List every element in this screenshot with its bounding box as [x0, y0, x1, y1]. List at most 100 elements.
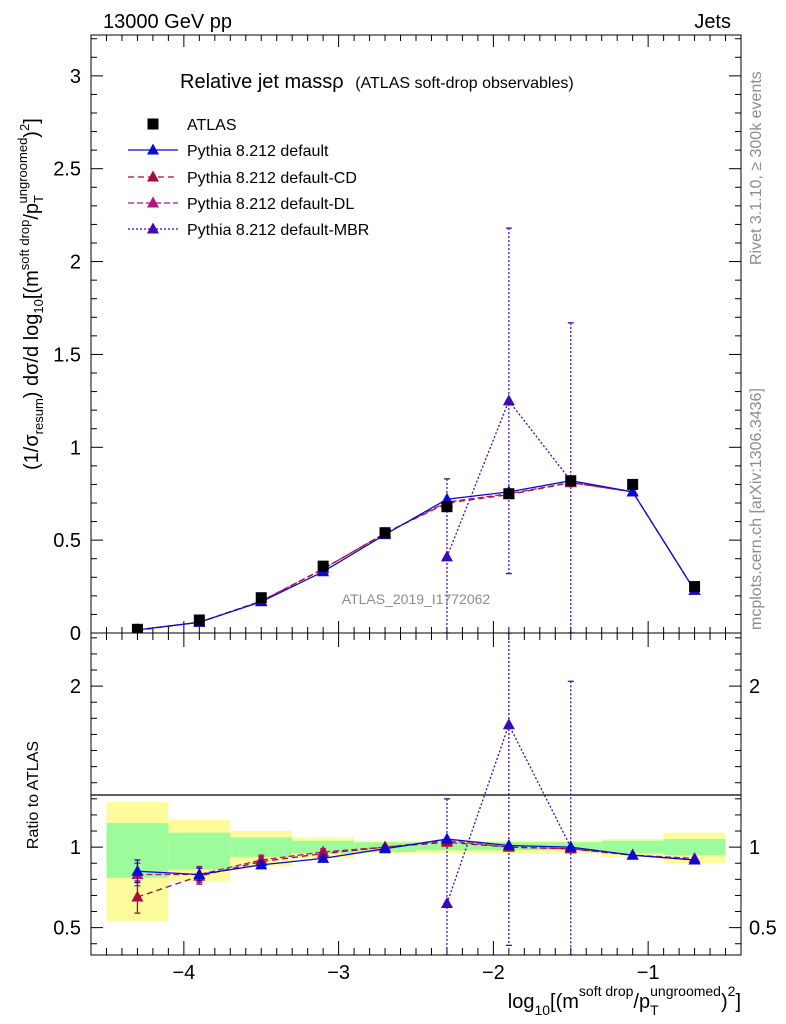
ratio-data [131, 633, 701, 955]
ratio-point-default [440, 832, 453, 844]
x-tick-label: −2 [482, 962, 505, 984]
legend-marker-mbr [147, 222, 159, 234]
x-title-sub-T: T [650, 1002, 659, 1018]
ratio-y-axis-title: Ratio to ATLAS [25, 741, 42, 849]
y-title-sub-T: T [31, 195, 46, 203]
main-data [131, 227, 701, 633]
ratio-line-default [137, 838, 695, 876]
plot-title: Relative jet massρ (ATLAS soft-drop obse… [180, 71, 574, 93]
legend-marker-cd [147, 170, 159, 182]
y-title-paren: ) [21, 131, 43, 138]
legend-label-default: Pythia 8.212 default [187, 143, 329, 160]
main-line-cd [137, 481, 696, 632]
ratio-line-cd [137, 841, 695, 898]
main-point-mbr [440, 550, 453, 562]
plot-title-sub: (ATLAS soft-drop observables) [355, 75, 573, 92]
main-y-tick-label: 1.5 [53, 344, 81, 366]
x-tick-label: −4 [172, 962, 195, 984]
main-point-atlas [193, 614, 205, 626]
main-line-default [137, 480, 696, 631]
header-right: Jets [694, 11, 731, 33]
y-title-prefix: (1/σ [21, 434, 43, 470]
x-title-sup-softdrop: soft drop [579, 983, 634, 999]
x-title-p: /p [633, 991, 650, 1013]
ratio-point-cd [131, 890, 144, 902]
main-point-atlas [131, 623, 143, 633]
main-y-tick-label: 0.5 [53, 530, 81, 552]
y-title-p: /p [21, 203, 43, 220]
ratio-band-inner [601, 840, 664, 854]
ratio-y-tick-label: 0.5 [53, 918, 81, 940]
ratio-point-default [131, 864, 144, 876]
x-tick-label: −1 [637, 962, 660, 984]
ratio-y-tick-label: 2 [70, 676, 81, 698]
x-title-open: [(m [550, 991, 579, 1013]
ratio-point-default [688, 853, 701, 865]
x-title-log: log [508, 991, 535, 1013]
y-title-sup-2: 2 [17, 124, 32, 131]
main-point-atlas [689, 581, 701, 593]
ratio-frame [90, 632, 742, 956]
legend-label-cd: Pythia 8.212 default-CD [187, 170, 357, 187]
main-point-atlas [379, 527, 391, 539]
y-title-sub-resum: resum [31, 398, 46, 434]
ratio-bands [106, 802, 726, 922]
y-axis-title: (1/σresum) dσ/d log10[(msoft drop/pTungr… [15, 118, 46, 470]
analysis-watermark: ATLAS_2019_I1772062 [342, 591, 491, 607]
main-point-atlas [255, 592, 267, 604]
main-point-atlas [627, 478, 639, 490]
main-point-default [626, 485, 639, 497]
main-point-default [440, 492, 453, 504]
ratio-point-mbr [502, 718, 515, 730]
y-title-sup-ungroomed: ungroomed [15, 138, 30, 204]
ratio-panel: 0.5 0.5 1 1 2 2 −4 −3 −2 −1 [53, 632, 777, 984]
ratio-band-inner [230, 837, 293, 857]
x-tick-label: −3 [327, 962, 350, 984]
ratio-point-default [255, 858, 268, 870]
ratio-point-default [502, 839, 515, 851]
rivet-label: Rivet 3.1.10, ≥ 300k events [748, 71, 765, 265]
main-ticks: 0 0.5 1 1.5 2 2.5 3 [53, 35, 742, 645]
ratio-y-tick-label-right: 2 [749, 676, 760, 698]
ratio-point-default [564, 840, 577, 852]
x-title-sup-2: 2 [728, 983, 736, 999]
main-point-atlas [441, 501, 453, 513]
legend: ATLAS Pythia 8.212 default Pythia 8.212 de… [128, 117, 369, 239]
legend-marker-default [147, 143, 159, 155]
ratio-band-inner [663, 839, 726, 856]
ratio-y-tick-label-right: 1 [749, 837, 760, 859]
y-title-sup-softdrop: soft drop [17, 220, 32, 271]
legend-marker-dl [147, 196, 159, 208]
main-y-tick-label: 2 [70, 252, 81, 274]
main-y-tick-label: 3 [70, 66, 81, 88]
ratio-point-default [193, 868, 206, 879]
ratio-point-default [626, 848, 639, 860]
ratio-band-inner [168, 832, 231, 870]
x-axis-title: log10[(msoft drop/pTungroomed)2] [508, 983, 741, 1018]
main-point-mbr [502, 394, 515, 406]
legend-label-dl: Pythia 8.212 default-DL [187, 196, 354, 213]
mcplots-label: mcplots.cern.ch [arXiv:1306.3436] [748, 388, 765, 630]
x-title-paren: ) [721, 991, 728, 1013]
x-title-close: ] [735, 991, 741, 1013]
main-point-atlas [317, 560, 329, 572]
main-y-tick-label: 2.5 [53, 159, 81, 181]
main-point-atlas [503, 488, 515, 500]
legend-label-mbr: Pythia 8.212 default-MBR [187, 222, 369, 239]
y-title-close: ] [21, 118, 43, 124]
legend-label-atlas: ATLAS [187, 117, 237, 134]
ratio-y-tick-label: 1 [70, 837, 81, 859]
ratio-y-tick-label-right: 0.5 [749, 918, 777, 940]
main-point-atlas [565, 475, 577, 487]
y-title-mid: ) dσ/d log [21, 314, 43, 399]
main-panel: 0 0.5 1 1.5 2 2.5 3 Relative jet massρ (ATLAS … [53, 34, 742, 645]
legend-marker-atlas [147, 118, 159, 130]
y-title-tail: [(m [21, 270, 43, 299]
main-y-tick-label: 1 [70, 437, 81, 459]
plot-title-main: Relative jet massρ [180, 71, 344, 93]
ratio-point-mbr [440, 896, 453, 908]
x-title-sub-10: 10 [534, 1002, 550, 1018]
main-y-tick-label: 0 [70, 623, 81, 645]
x-title-sup-ungroomed: ungroomed [650, 983, 721, 999]
